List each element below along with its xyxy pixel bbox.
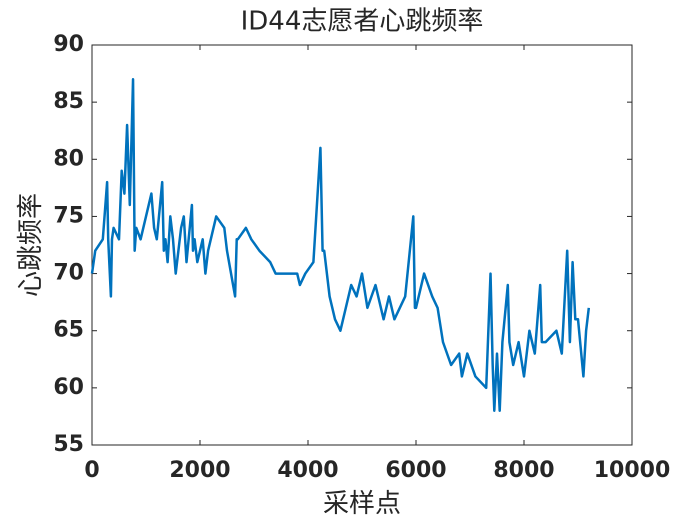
chart-title: ID44志愿者心跳频率	[241, 7, 484, 37]
x-tick-label: 4000	[277, 458, 338, 483]
y-tick-label: 75	[53, 203, 84, 228]
data-line	[90, 78, 591, 412]
x-tick-label: 2000	[169, 458, 230, 483]
x-tick-label: 0	[84, 458, 99, 483]
y-tick-label: 80	[53, 146, 84, 171]
x-axis-label: 采样点	[323, 489, 401, 519]
plot-frame	[91, 44, 633, 446]
y-tick-label: 70	[53, 261, 84, 286]
x-tick-label: 10000	[594, 458, 671, 483]
y-tick-label: 60	[53, 375, 84, 400]
x-tick-label: 8000	[493, 458, 554, 483]
y-tick-label: 65	[53, 318, 84, 343]
y-tick-label: 55	[53, 432, 84, 457]
y-tick-label: 85	[53, 89, 84, 114]
x-tick-label: 6000	[385, 458, 446, 483]
y-tick-label: 90	[53, 32, 84, 57]
y-axis-label: 心跳频率	[16, 193, 46, 297]
